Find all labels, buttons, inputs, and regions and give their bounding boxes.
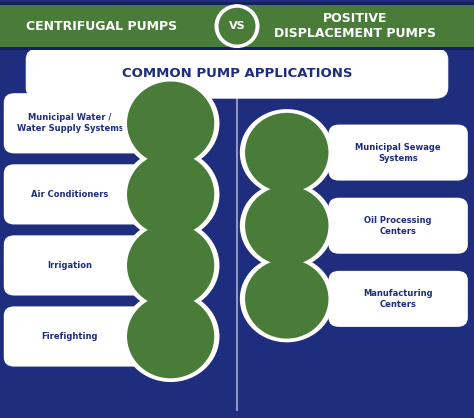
- FancyBboxPatch shape: [4, 306, 157, 367]
- Text: Firefighting: Firefighting: [42, 332, 98, 341]
- Text: POSITIVE
DISPLACEMENT PUMPS: POSITIVE DISPLACEMENT PUMPS: [274, 12, 437, 41]
- Ellipse shape: [127, 82, 214, 165]
- FancyBboxPatch shape: [4, 235, 157, 296]
- Text: Irrigation: Irrigation: [47, 261, 92, 270]
- Ellipse shape: [219, 8, 255, 45]
- Ellipse shape: [214, 4, 259, 48]
- FancyBboxPatch shape: [4, 93, 157, 153]
- FancyBboxPatch shape: [26, 49, 448, 98]
- FancyBboxPatch shape: [0, 47, 474, 50]
- Ellipse shape: [245, 186, 328, 265]
- Ellipse shape: [245, 113, 328, 192]
- Ellipse shape: [122, 149, 219, 240]
- Text: Air Conditioners: Air Conditioners: [31, 190, 109, 199]
- Ellipse shape: [240, 255, 334, 342]
- Text: Municipal Sewage
Systems: Municipal Sewage Systems: [356, 143, 441, 163]
- Text: COMMON PUMP APPLICATIONS: COMMON PUMP APPLICATIONS: [122, 67, 352, 80]
- FancyBboxPatch shape: [328, 271, 468, 327]
- Ellipse shape: [122, 78, 219, 169]
- Text: Municipal Water /
Water Supply Systems: Municipal Water / Water Supply Systems: [17, 113, 123, 133]
- Text: CENTRIFUGAL PUMPS: CENTRIFUGAL PUMPS: [27, 20, 177, 33]
- Text: VS: VS: [228, 21, 246, 31]
- Ellipse shape: [240, 182, 334, 269]
- Ellipse shape: [122, 220, 219, 311]
- FancyBboxPatch shape: [4, 164, 157, 224]
- Ellipse shape: [127, 295, 214, 378]
- Ellipse shape: [122, 291, 219, 382]
- Ellipse shape: [127, 153, 214, 236]
- FancyBboxPatch shape: [328, 125, 468, 181]
- FancyBboxPatch shape: [0, 2, 474, 50]
- Text: Oil Processing
Centers: Oil Processing Centers: [365, 216, 432, 236]
- Ellipse shape: [245, 259, 328, 339]
- Ellipse shape: [240, 109, 334, 196]
- FancyBboxPatch shape: [328, 198, 468, 254]
- Text: Manufacturing
Centers: Manufacturing Centers: [364, 289, 433, 309]
- FancyBboxPatch shape: [0, 2, 474, 5]
- Ellipse shape: [127, 224, 214, 307]
